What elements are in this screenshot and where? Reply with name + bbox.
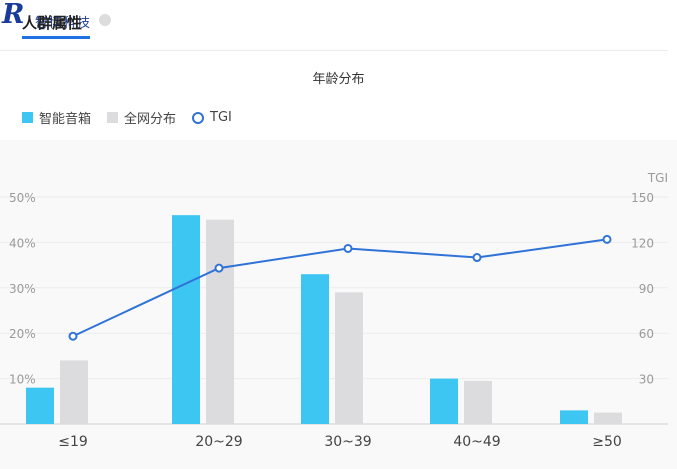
- legend-label-network: 全网分布: [124, 112, 177, 127]
- bar-smart-speaker: [26, 387, 54, 424]
- legend-swatch-smart-speaker: [22, 112, 33, 123]
- tgi-point: [343, 243, 353, 253]
- legend-swatch-network: [107, 112, 119, 123]
- tgi-point: [472, 253, 482, 263]
- tgi-point: [214, 263, 224, 273]
- y-left-tick-label: 10%: [9, 373, 36, 387]
- tab-audience-attributes[interactable]: 人群属性: [22, 14, 83, 32]
- brand-logo: R 智博科技: [2, 0, 90, 31]
- legend-label-smart-speaker: 智能音箱: [39, 112, 92, 127]
- y-left-tick-label: 20%: [9, 327, 36, 341]
- next-tab-placeholder[interactable]: [99, 14, 111, 26]
- y-right-tick-label: 60: [639, 327, 654, 341]
- x-tick-label: 40~49: [453, 434, 500, 450]
- legend-item-smart-speaker[interactable]: 智能音箱: [22, 108, 91, 127]
- top-bar: R 智博科技 人群属性: [0, 0, 677, 52]
- logo-mark: R: [2, 0, 25, 30]
- y-left-tick-label: 50%: [9, 191, 36, 205]
- logo-brand-text: 智博科技: [35, 16, 92, 31]
- x-tick-label: ≤19: [58, 434, 88, 450]
- tgi-point: [68, 331, 78, 341]
- bar-network: [594, 412, 622, 424]
- active-tab-indicator: [22, 36, 90, 39]
- y-right-tick-label: 150: [631, 191, 654, 205]
- bar-smart-speaker: [301, 274, 329, 424]
- bar-network: [335, 292, 363, 424]
- bar-smart-speaker: [172, 215, 200, 424]
- chart-legend: 智能音箱 全网分布 TGI: [22, 108, 248, 127]
- legend-label-tgi: TGI: [210, 110, 232, 125]
- x-tick-label: 30~39: [324, 434, 371, 450]
- x-tick-label: ≥50: [592, 434, 622, 450]
- bar-network: [60, 360, 88, 424]
- y-left-tick-label: 40%: [9, 236, 36, 250]
- tab-divider: [0, 50, 668, 51]
- chart-title: 年龄分布: [312, 72, 365, 87]
- y-right-tick-label: 30: [639, 373, 654, 387]
- legend-circle-icon: [192, 111, 205, 124]
- legend-item-tgi[interactable]: TGI: [192, 110, 232, 125]
- bar-network: [206, 219, 234, 424]
- x-tick-label: 20~29: [195, 434, 242, 450]
- y-right-tick-label: 90: [639, 282, 654, 296]
- bar-smart-speaker: [430, 378, 458, 424]
- bar-network: [464, 380, 492, 424]
- y-right-axis-label: TGI: [647, 171, 668, 185]
- y-left-tick-label: 30%: [9, 282, 36, 296]
- y-right-tick-label: 120: [631, 236, 654, 250]
- tgi-point: [602, 234, 612, 244]
- legend-item-network[interactable]: 全网分布: [107, 108, 176, 127]
- bar-smart-speaker: [560, 410, 588, 424]
